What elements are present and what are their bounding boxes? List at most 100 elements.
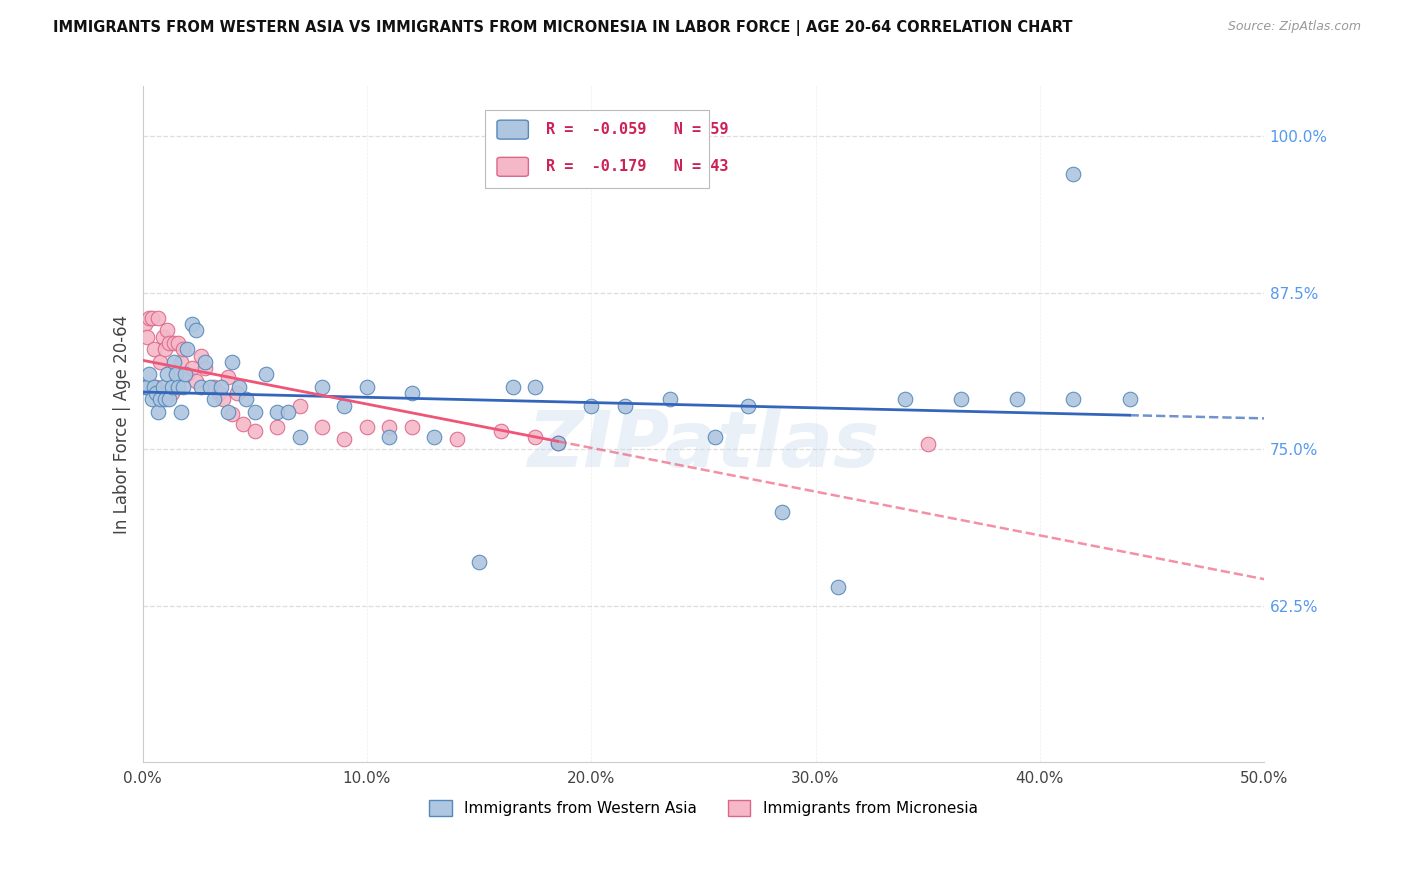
Point [145, 386, 167, 401]
Point [423, 430, 446, 444]
Point [134, 380, 156, 394]
Point [288, 430, 311, 444]
Point [142, 343, 165, 357]
Point [333, 433, 356, 447]
Point [1118, 392, 1140, 407]
Point [311, 380, 333, 394]
Point [136, 380, 159, 394]
Point [468, 555, 491, 569]
FancyBboxPatch shape [496, 120, 529, 139]
Point [194, 361, 217, 376]
Point [703, 430, 725, 444]
Point [225, 386, 247, 401]
Point [141, 310, 163, 325]
Point [142, 380, 165, 394]
Point [547, 436, 569, 450]
Point [221, 355, 243, 369]
Point [165, 368, 187, 382]
Point [148, 310, 170, 325]
Point [138, 310, 160, 325]
Point [176, 343, 198, 357]
Point [266, 405, 288, 419]
Point [156, 368, 179, 382]
Point [378, 430, 401, 444]
Point [446, 433, 468, 447]
Point [190, 349, 212, 363]
Point [235, 392, 257, 407]
Point [153, 392, 176, 407]
Point [547, 436, 569, 450]
Point [186, 374, 208, 388]
Point [180, 361, 202, 376]
Point [160, 386, 183, 401]
Point [737, 399, 759, 413]
Text: Source: ZipAtlas.com: Source: ZipAtlas.com [1227, 20, 1361, 33]
Point [221, 408, 243, 422]
Point [172, 380, 194, 394]
Point [243, 405, 266, 419]
Point [288, 399, 311, 413]
Point [1063, 392, 1085, 407]
Point [176, 368, 198, 382]
Point [917, 437, 939, 451]
Point [613, 399, 636, 413]
Point [160, 380, 183, 394]
Point [156, 324, 179, 338]
Point [524, 380, 547, 394]
Text: IMMIGRANTS FROM WESTERN ASIA VS IMMIGRANTS FROM MICRONESIA IN LABOR FORCE | AGE : IMMIGRANTS FROM WESTERN ASIA VS IMMIGRAN… [53, 20, 1073, 36]
Point [502, 380, 524, 394]
Point [579, 399, 602, 413]
Point [277, 405, 299, 419]
Point [138, 368, 160, 382]
Point [254, 368, 277, 382]
Point [212, 392, 235, 407]
Text: R =  -0.179   N = 43: R = -0.179 N = 43 [547, 160, 728, 174]
Point [141, 392, 163, 407]
Point [356, 380, 378, 394]
FancyBboxPatch shape [485, 110, 709, 188]
Point [167, 336, 190, 351]
Point [1007, 392, 1029, 407]
Point [149, 392, 172, 407]
Point [165, 368, 187, 382]
Point [378, 420, 401, 434]
Point [159, 336, 181, 351]
Point [950, 392, 973, 407]
Point [163, 355, 186, 369]
FancyBboxPatch shape [496, 157, 529, 177]
Point [169, 355, 191, 369]
Point [163, 336, 186, 351]
Point [202, 392, 225, 407]
Point [136, 330, 159, 344]
Point [356, 420, 378, 434]
Point [1063, 167, 1085, 181]
Legend: Immigrants from Western Asia, Immigrants from Micronesia: Immigrants from Western Asia, Immigrants… [423, 794, 984, 822]
Point [194, 355, 217, 369]
Point [311, 420, 333, 434]
Point [243, 424, 266, 438]
Point [174, 368, 197, 382]
Text: R =  -0.059   N = 59: R = -0.059 N = 59 [547, 122, 728, 137]
Point [524, 430, 547, 444]
Point [167, 380, 190, 394]
Point [186, 324, 208, 338]
Point [209, 380, 232, 394]
Point [228, 380, 250, 394]
Point [333, 399, 356, 413]
Point [153, 343, 176, 357]
Y-axis label: In Labor Force | Age 20-64: In Labor Force | Age 20-64 [114, 315, 131, 534]
Point [217, 405, 239, 419]
Point [217, 369, 239, 384]
Point [159, 392, 181, 407]
Point [491, 424, 513, 438]
Point [190, 380, 212, 394]
Point [180, 317, 202, 331]
Point [148, 405, 170, 419]
Point [169, 405, 191, 419]
Point [145, 380, 167, 394]
Point [232, 417, 254, 432]
Point [208, 386, 231, 401]
Point [149, 355, 172, 369]
Point [134, 317, 156, 331]
Point [658, 392, 681, 407]
